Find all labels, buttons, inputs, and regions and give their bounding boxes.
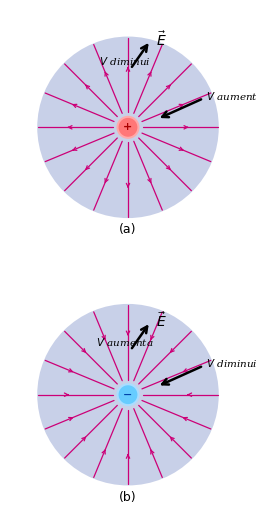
Text: $V$ aumenta: $V$ aumenta [206, 90, 256, 102]
Ellipse shape [37, 304, 219, 485]
Text: (a): (a) [119, 223, 137, 236]
Text: $\vec{E}$: $\vec{E}$ [156, 312, 167, 330]
Circle shape [118, 117, 138, 138]
Text: $V$ diminui: $V$ diminui [99, 55, 150, 67]
Text: −: − [123, 390, 133, 400]
Text: +: + [123, 122, 133, 132]
Circle shape [118, 384, 138, 405]
Text: $\vec{E}$: $\vec{E}$ [156, 30, 167, 49]
Text: $V$ diminui: $V$ diminui [206, 357, 256, 369]
Text: $V$ aumenta: $V$ aumenta [96, 336, 153, 348]
Text: (b): (b) [119, 491, 137, 504]
Ellipse shape [37, 37, 219, 218]
